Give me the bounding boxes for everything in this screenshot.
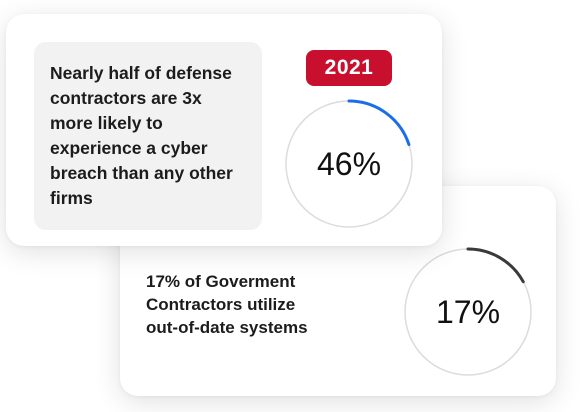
stat-text-line: breach than any other [50, 163, 233, 183]
stat-text: Nearly half of defense contractors are 3… [50, 61, 233, 211]
stat-text-line: experience a cyber [50, 138, 208, 158]
stat-text-line: more likely to [50, 113, 163, 133]
year-badge: 2021 [306, 50, 392, 86]
stat-text-line: out-of-date systems [146, 318, 308, 337]
ring-progress-arc [284, 99, 414, 229]
progress-ring-graphic [403, 247, 533, 377]
progress-ring-46: 46% [283, 98, 415, 230]
stat-text-line: firms [50, 188, 93, 208]
progress-ring-graphic [284, 99, 414, 229]
ring-percent-label: 17% [435, 293, 501, 330]
stat-text-box: Nearly half of defense contractors are 3… [34, 42, 262, 230]
ring-progress-arc [403, 247, 533, 377]
stat-text-line: contractors are 3x [50, 88, 202, 108]
stat-text: 17% of Goverment Contractors utilize out… [146, 270, 386, 339]
stat-card-defense-contractors: Nearly half of defense contractors are 3… [6, 14, 442, 246]
stat-text-line: Nearly half of defense [50, 63, 232, 83]
stat-text-line: 17% of Goverment [146, 272, 296, 291]
stat-text-line: Contractors utilize [146, 295, 296, 314]
progress-ring-17: 17% [402, 246, 534, 378]
ring-percent-label: 46% [316, 145, 382, 182]
